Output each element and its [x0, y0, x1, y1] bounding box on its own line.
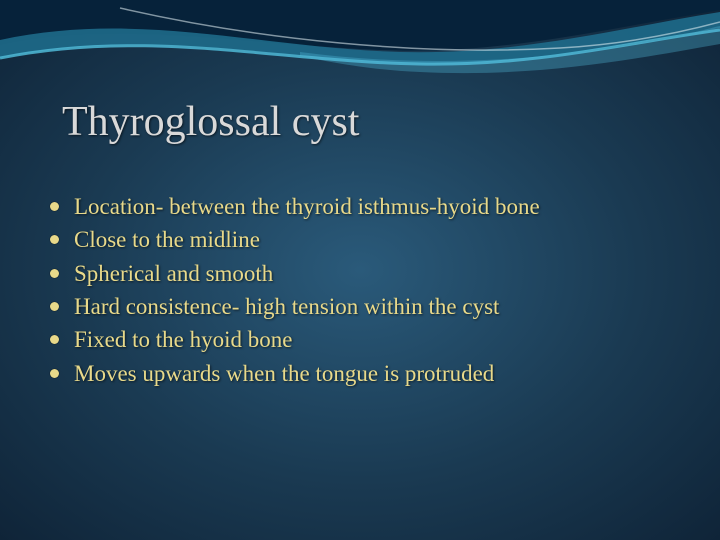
- bullet-list: Location- between the thyroid isthmus-hy…: [48, 190, 540, 390]
- list-item: Moves upwards when the tongue is protrud…: [48, 357, 540, 390]
- list-item: Location- between the thyroid isthmus-hy…: [48, 190, 540, 223]
- list-item: Fixed to the hyoid bone: [48, 323, 540, 356]
- list-item: Spherical and smooth: [48, 257, 540, 290]
- slide: Thyroglossal cyst Location- between the …: [0, 0, 720, 540]
- wave-svg: [0, 0, 720, 100]
- list-item: Close to the midline: [48, 223, 540, 256]
- list-item: Hard consistence- high tension within th…: [48, 290, 540, 323]
- header-wave-graphic: [0, 0, 720, 100]
- slide-title: Thyroglossal cyst: [62, 98, 359, 146]
